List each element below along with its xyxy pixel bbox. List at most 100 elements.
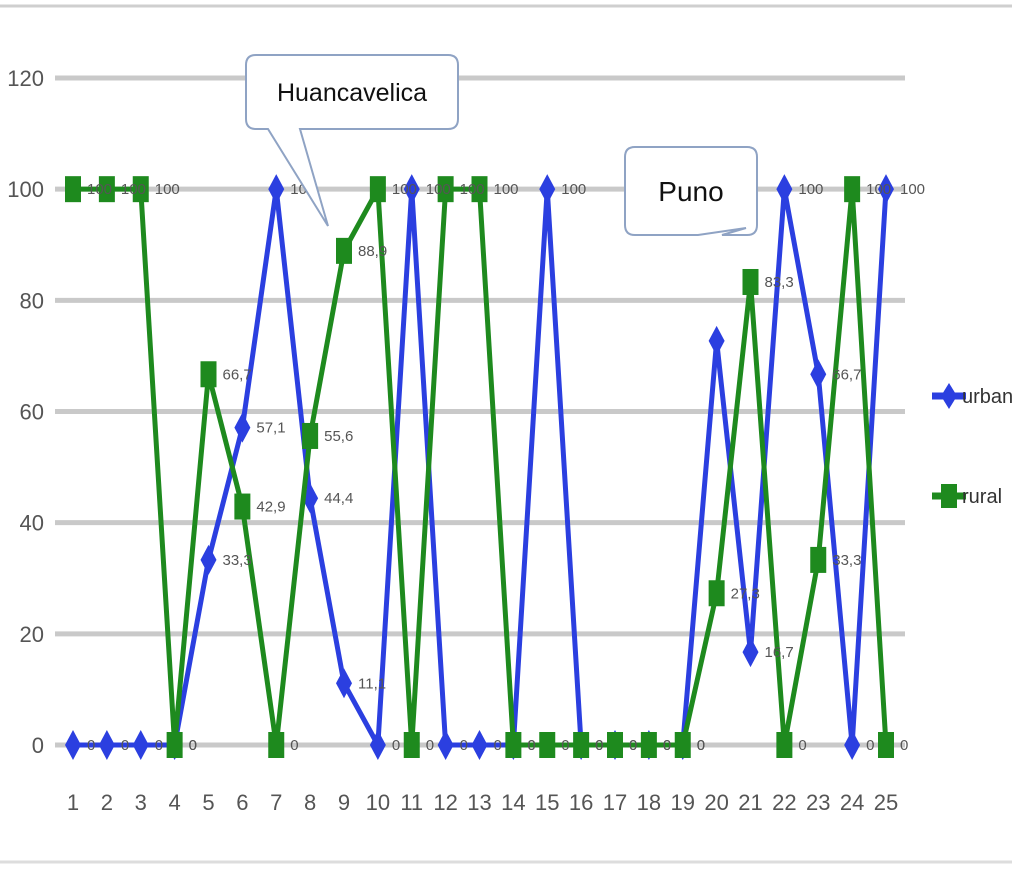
data-label-urbano: 100: [426, 181, 451, 198]
y-tick-label: 80: [20, 288, 44, 313]
series-line-rural: [73, 186, 889, 748]
data-label-rural: 55,6: [324, 428, 353, 445]
marker-rural: [742, 268, 759, 295]
marker-urbano: [369, 730, 386, 760]
data-label-urbano: 100: [561, 181, 586, 198]
x-tick-label: 23: [806, 790, 830, 815]
data-labels: 0 0 0 0 33,3 57,1 100 44,4 11,1 0 100 0 0 0 100 0 0 0 0 16,…: [87, 181, 925, 754]
callout-puno: Puno: [624, 146, 758, 236]
data-label-rural: 0: [426, 737, 434, 754]
callout-bubble: [624, 146, 758, 236]
data-label-rural: 0: [595, 737, 603, 754]
marker-rural: [674, 732, 691, 758]
legend: urbano rural: [932, 383, 1012, 508]
data-label-rural: 0: [900, 737, 908, 754]
data-label-urbano: 0: [866, 737, 874, 754]
data-label-rural: 66,7: [223, 366, 252, 383]
data-label-urbano: 16,7: [765, 644, 794, 661]
marker-urbano: [132, 730, 149, 760]
marker-urbano: [708, 325, 725, 356]
marker-rural: [640, 732, 657, 758]
marker-rural: [810, 546, 827, 573]
marker-rural: [471, 176, 488, 203]
data-label-urbano: 11,1: [358, 675, 386, 692]
data-label-rural: 100: [494, 181, 519, 198]
y-tick-label: 120: [7, 66, 44, 91]
marker-urbano: [878, 174, 894, 205]
data-label-urbano: 0: [155, 737, 163, 754]
x-tick-label: 13: [467, 790, 491, 815]
data-label-rural: 42,9: [256, 499, 285, 516]
marker-rural: [607, 732, 623, 758]
marker-urbano: [776, 174, 793, 205]
x-tick-label: 20: [704, 790, 728, 815]
x-tick-label: 25: [874, 790, 898, 815]
data-label-rural: 0: [697, 737, 705, 754]
callout-label: Huancavelica: [277, 79, 427, 107]
x-tick-label: 14: [501, 790, 525, 815]
data-label-rural: 0: [663, 737, 671, 754]
data-label-urbano: 0: [629, 737, 637, 754]
marker-rural: [200, 361, 217, 388]
data-label-urbano: 44,4: [324, 490, 353, 507]
marker-rural: [573, 732, 590, 758]
data-label-rural: 0: [561, 737, 569, 754]
marker-urbano: [437, 730, 454, 760]
x-tick-label: 9: [338, 790, 350, 815]
data-label-urbano: 0: [121, 737, 129, 754]
marker-rural: [166, 732, 183, 758]
marker-rural: [776, 732, 793, 758]
x-tick-label: 21: [738, 790, 762, 815]
data-label-urbano: 0: [527, 737, 535, 754]
callout-label: Puno: [658, 176, 723, 207]
x-tick-label: 11: [400, 790, 423, 815]
data-label-urbano: 100: [798, 181, 823, 198]
data-label-rural: 100: [866, 181, 891, 198]
data-label-urbano: 33,3: [223, 552, 252, 569]
y-axis-ticks: 0 20 40 60 80 100 120: [7, 66, 44, 758]
y-tick-label: 40: [20, 511, 44, 536]
marker-urbano: [844, 730, 861, 760]
data-label-rural: 0: [290, 737, 298, 754]
data-label-rural: 88,9: [358, 243, 387, 260]
data-label-urbano: 0: [494, 737, 502, 754]
marker-rural: [878, 732, 894, 758]
data-label-rural: 100: [392, 181, 417, 198]
data-label-rural: 100: [460, 181, 485, 198]
x-tick-label: 24: [840, 790, 864, 815]
series-lines: [65, 174, 894, 760]
legend-marker-rural: [941, 484, 957, 508]
data-label-urbano: 0: [87, 737, 95, 754]
callout-huancavelica: Huancavelica: [245, 54, 459, 227]
data-label-rural: 100: [155, 181, 180, 198]
data-label-urbano: 0: [460, 737, 468, 754]
x-tick-label: 18: [637, 790, 661, 815]
y-tick-label: 0: [32, 733, 44, 758]
data-label-urbano: 57,1: [256, 420, 285, 437]
marker-urbano: [403, 174, 420, 205]
marker-urbano: [200, 544, 217, 575]
x-tick-label: 3: [135, 790, 147, 815]
marker-urbano: [234, 412, 251, 443]
data-label-urbano: 66,7: [832, 366, 861, 383]
x-tick-label: 12: [433, 790, 457, 815]
x-tick-label: 10: [366, 790, 390, 815]
marker-rural: [844, 176, 861, 203]
x-tick-label: 6: [236, 790, 248, 815]
x-tick-label: 5: [202, 790, 214, 815]
data-label-rural: 0: [527, 737, 535, 754]
x-tick-label: 7: [270, 790, 282, 815]
marker-urbano: [98, 730, 115, 760]
marker-rural: [268, 732, 285, 758]
marker-rural: [336, 237, 352, 264]
data-label-urbano: 100: [900, 181, 925, 198]
marker-rural: [234, 493, 251, 520]
x-tick-label: 16: [569, 790, 593, 815]
marker-rural: [437, 176, 454, 203]
marker-rural: [539, 732, 556, 758]
data-label-urbano: 0: [697, 737, 705, 754]
x-tick-label: 8: [304, 790, 316, 815]
marker-urbano: [336, 668, 352, 699]
